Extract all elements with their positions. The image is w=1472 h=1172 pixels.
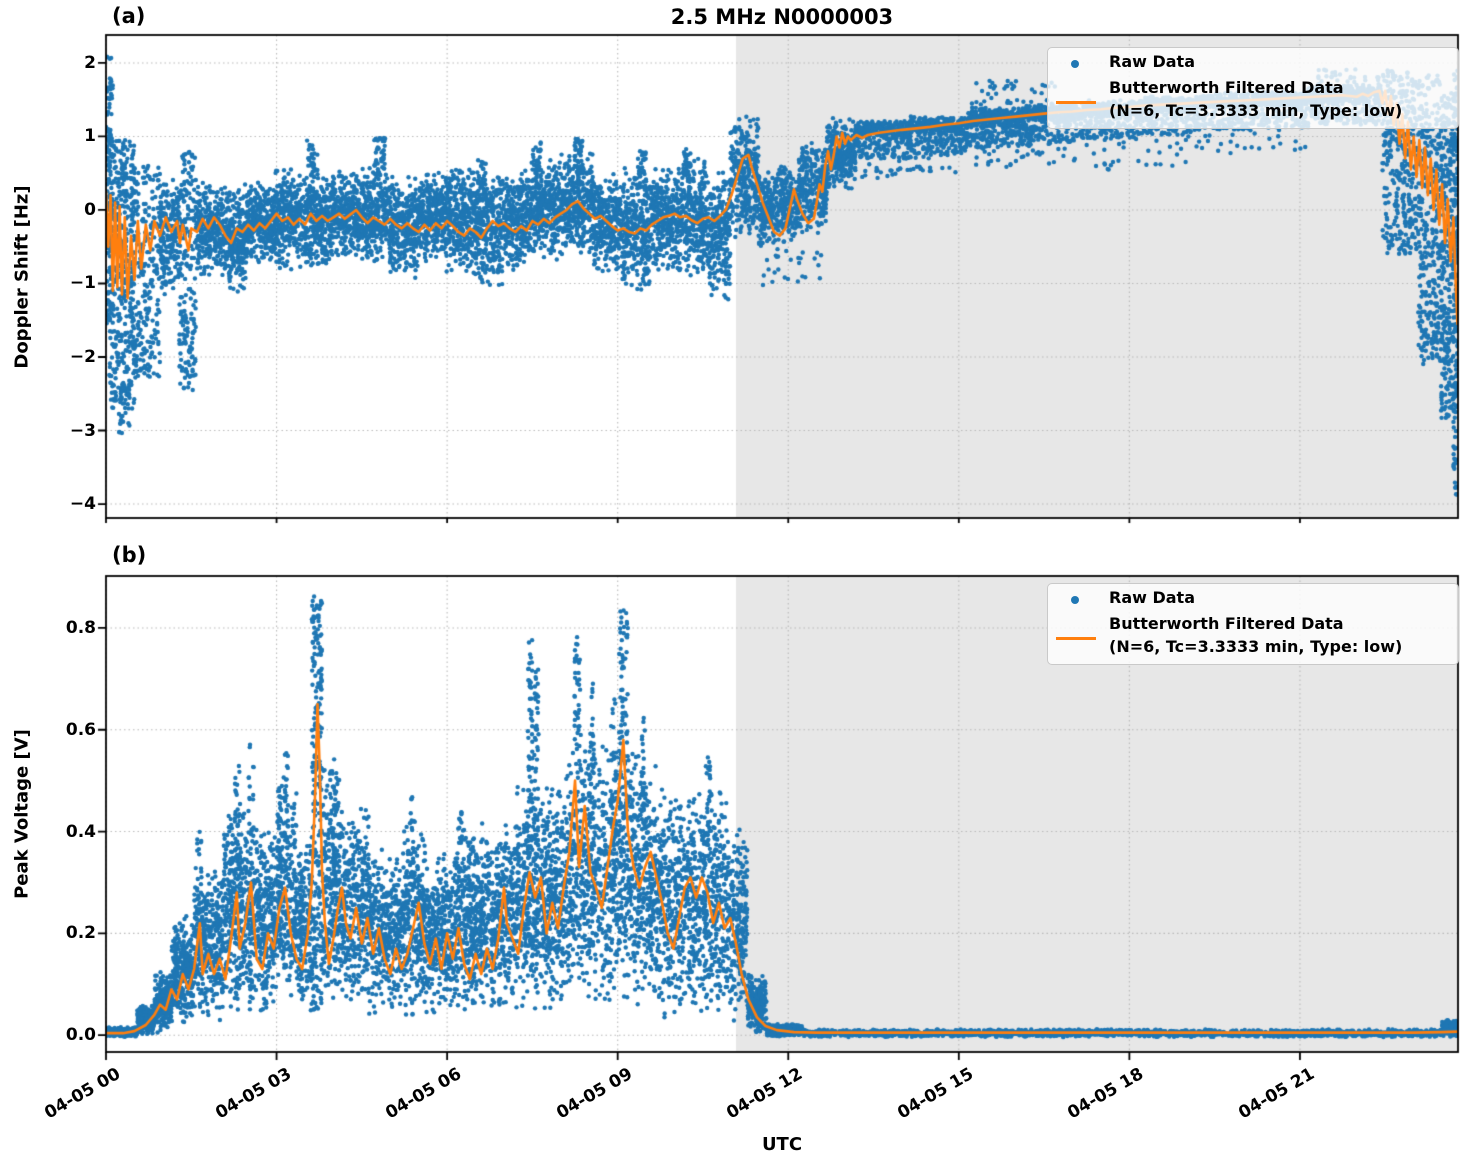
y-tick-label: 1 (84, 126, 96, 147)
panel-b-label: (b) (112, 543, 147, 567)
y-tick-label: 0.8 (65, 617, 96, 638)
y-axis-label-doppler: Doppler Shift [Hz] (11, 185, 33, 369)
y-tick-label: 0 (84, 199, 96, 220)
raw-data-marker-icon (1071, 60, 1079, 68)
panel-a-label: (a) (112, 4, 146, 28)
y-tick-label: 0.4 (65, 821, 96, 842)
filtered-line-marker-icon (1056, 101, 1096, 104)
y-axis-label-voltage: Peak Voltage [V] (11, 729, 33, 899)
legend-filtered-sublabel: (N=6, Tc=3.3333 min, Type: low) (1109, 101, 1403, 120)
y-tick-label: 0.2 (65, 923, 96, 944)
y-tick-label: −2 (69, 347, 96, 367)
raw-data-marker-icon (1071, 596, 1079, 604)
legend-panel-b: Raw Data Butterworth Filtered Data (N=6,… (1047, 583, 1459, 665)
y-tick-label: −1 (69, 273, 96, 294)
y-tick-label: −4 (69, 494, 96, 515)
legend-filtered-label: Butterworth Filtered Data (1109, 614, 1344, 633)
figure-title: 2.5 MHz N0000003 (670, 5, 894, 29)
legend-filtered-sublabel: (N=6, Tc=3.3333 min, Type: low) (1109, 637, 1403, 656)
x-axis-label-utc: UTC (761, 1134, 803, 1155)
legend-raw-label: Raw Data (1109, 52, 1195, 71)
y-tick-label: −3 (69, 420, 96, 441)
y-tick-label: 0.0 (65, 1025, 96, 1046)
legend-filtered-label: Butterworth Filtered Data (1109, 78, 1344, 97)
y-tick-label: 0.6 (65, 719, 96, 740)
legend-panel-a: Raw Data Butterworth Filtered Data (N=6,… (1047, 47, 1459, 129)
y-tick-label: 2 (84, 52, 96, 73)
filtered-line-marker-icon (1056, 637, 1096, 640)
legend-raw-label: Raw Data (1109, 588, 1195, 607)
